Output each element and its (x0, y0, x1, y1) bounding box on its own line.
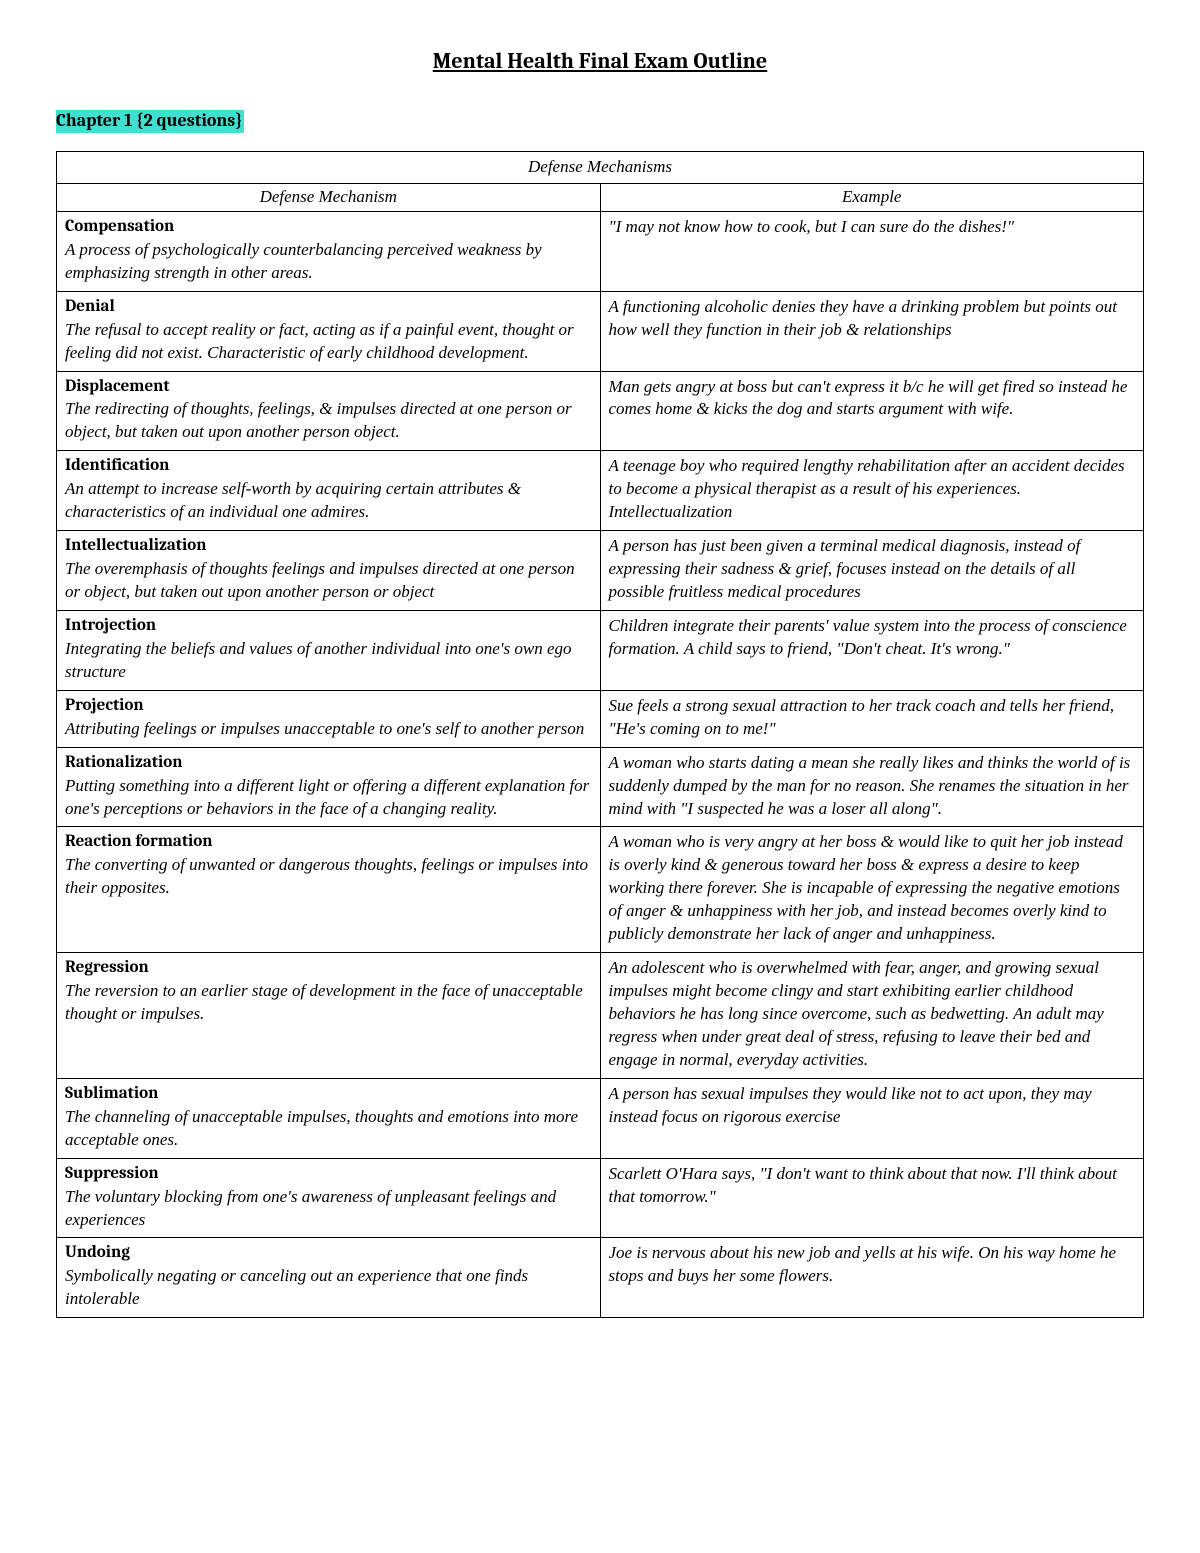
table-row: UndoingSymbolically negating or cancelin… (57, 1238, 1144, 1318)
example-cell: An adolescent who is overwhelmed with fe… (600, 953, 1144, 1079)
col-header-mechanism: Defense Mechanism (57, 183, 601, 211)
mechanism-term: Introjection (65, 615, 592, 638)
example-cell: Joe is nervous about his new job and yel… (600, 1238, 1144, 1318)
table-row: DisplacementThe redirecting of thoughts,… (57, 371, 1144, 451)
table-row: IntellectualizationThe overemphasis of t… (57, 531, 1144, 611)
mechanism-definition: Integrating the beliefs and values of an… (65, 638, 592, 684)
example-text: A woman who is very angry at her boss & … (609, 831, 1136, 946)
mechanism-definition: The channeling of unacceptable impulses,… (65, 1106, 592, 1152)
example-cell: A functioning alcoholic denies they have… (600, 291, 1144, 371)
mechanism-cell: DisplacementThe redirecting of thoughts,… (57, 371, 601, 451)
mechanism-definition: The converting of unwanted or dangerous … (65, 854, 592, 900)
example-text: "I may not know how to cook, but I can s… (609, 216, 1136, 239)
example-cell: A person has just been given a terminal … (600, 531, 1144, 611)
example-text: A functioning alcoholic denies they have… (609, 296, 1136, 342)
mechanism-cell: RationalizationPutting something into a … (57, 747, 601, 827)
mechanism-term: Projection (65, 695, 592, 718)
example-text: Sue feels a strong sexual attraction to … (609, 695, 1136, 741)
mechanism-cell: RegressionThe reversion to an earlier st… (57, 953, 601, 1079)
mechanism-term: Denial (65, 296, 592, 319)
example-cell: A person has sexual impulses they would … (600, 1078, 1144, 1158)
example-cell: "I may not know how to cook, but I can s… (600, 211, 1144, 291)
example-text: Children integrate their parents' value … (609, 615, 1136, 661)
mechanism-cell: CompensationA process of psychologically… (57, 211, 601, 291)
mechanism-definition: The overemphasis of thoughts feelings an… (65, 558, 592, 604)
defense-mechanisms-table: Defense Mechanisms Defense Mechanism Exa… (56, 151, 1144, 1318)
chapter-heading: Chapter 1 {2 questions} (56, 110, 244, 133)
table-row: IntrojectionIntegrating the beliefs and … (57, 610, 1144, 690)
mechanism-term: Compensation (65, 216, 592, 239)
mechanism-definition: Putting something into a different light… (65, 775, 592, 821)
example-text: Man gets angry at boss but can't express… (609, 376, 1136, 422)
mechanism-cell: UndoingSymbolically negating or cancelin… (57, 1238, 601, 1318)
mechanism-cell: SuppressionThe voluntary blocking from o… (57, 1158, 601, 1238)
table-caption: Defense Mechanisms (57, 152, 1144, 184)
table-row: RationalizationPutting something into a … (57, 747, 1144, 827)
mechanism-cell: IntellectualizationThe overemphasis of t… (57, 531, 601, 611)
example-cell: A woman who is very angry at her boss & … (600, 827, 1144, 953)
page-title: Mental Health Final Exam Outline (56, 48, 1144, 74)
table-row: CompensationA process of psychologically… (57, 211, 1144, 291)
mechanism-term: Undoing (65, 1242, 592, 1265)
table-row: DenialThe refusal to accept reality or f… (57, 291, 1144, 371)
example-text: An adolescent who is overwhelmed with fe… (609, 957, 1136, 1072)
mechanism-cell: Reaction formationThe converting of unwa… (57, 827, 601, 953)
mechanism-definition: The redirecting of thoughts, feelings, &… (65, 398, 592, 444)
table-row: SuppressionThe voluntary blocking from o… (57, 1158, 1144, 1238)
table-header-row: Defense Mechanism Example (57, 183, 1144, 211)
mechanism-definition: Attributing feelings or impulses unaccep… (65, 718, 592, 741)
table-row: RegressionThe reversion to an earlier st… (57, 953, 1144, 1079)
mechanism-cell: ProjectionAttributing feelings or impuls… (57, 690, 601, 747)
example-extra: Intellectualization (609, 501, 1136, 524)
mechanism-cell: DenialThe refusal to accept reality or f… (57, 291, 601, 371)
mechanism-term: Sublimation (65, 1083, 592, 1106)
example-text: A person has just been given a terminal … (609, 535, 1136, 604)
mechanism-definition: An attempt to increase self-worth by acq… (65, 478, 592, 524)
example-cell: Scarlett O'Hara says, "I don't want to t… (600, 1158, 1144, 1238)
example-text: A person has sexual impulses they would … (609, 1083, 1136, 1129)
mechanism-definition: Symbolically negating or canceling out a… (65, 1265, 592, 1311)
example-text: Scarlett O'Hara says, "I don't want to t… (609, 1163, 1136, 1209)
example-text: A woman who starts dating a mean she rea… (609, 752, 1136, 821)
table-row: Reaction formationThe converting of unwa… (57, 827, 1144, 953)
example-cell: Children integrate their parents' value … (600, 610, 1144, 690)
mechanism-term: Displacement (65, 376, 592, 399)
mechanism-cell: SublimationThe channeling of unacceptabl… (57, 1078, 601, 1158)
mechanism-definition: The reversion to an earlier stage of dev… (65, 980, 592, 1026)
example-cell: Sue feels a strong sexual attraction to … (600, 690, 1144, 747)
mechanism-definition: A process of psychologically counterbala… (65, 239, 592, 285)
col-header-example: Example (600, 183, 1144, 211)
mechanism-definition: The voluntary blocking from one's awaren… (65, 1186, 592, 1232)
table-caption-row: Defense Mechanisms (57, 152, 1144, 184)
mechanism-term: Suppression (65, 1163, 592, 1186)
table-row: ProjectionAttributing feelings or impuls… (57, 690, 1144, 747)
example-cell: Man gets angry at boss but can't express… (600, 371, 1144, 451)
example-text: A teenage boy who required lengthy rehab… (609, 455, 1136, 501)
mechanism-term: Intellectualization (65, 535, 592, 558)
mechanism-cell: IdentificationAn attempt to increase sel… (57, 451, 601, 531)
mechanism-cell: IntrojectionIntegrating the beliefs and … (57, 610, 601, 690)
mechanism-definition: The refusal to accept reality or fact, a… (65, 319, 592, 365)
mechanism-term: Rationalization (65, 752, 592, 775)
mechanism-term: Regression (65, 957, 592, 980)
example-cell: A teenage boy who required lengthy rehab… (600, 451, 1144, 531)
mechanism-term: Identification (65, 455, 592, 478)
example-text: Joe is nervous about his new job and yel… (609, 1242, 1136, 1288)
example-cell: A woman who starts dating a mean she rea… (600, 747, 1144, 827)
document-page: Mental Health Final Exam Outline Chapter… (0, 0, 1200, 1374)
mechanism-term: Reaction formation (65, 831, 592, 854)
table-row: IdentificationAn attempt to increase sel… (57, 451, 1144, 531)
table-row: SublimationThe channeling of unacceptabl… (57, 1078, 1144, 1158)
